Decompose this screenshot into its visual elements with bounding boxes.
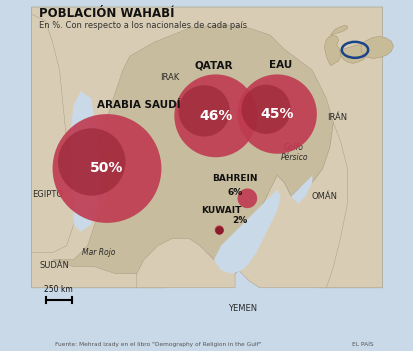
- Circle shape: [241, 85, 290, 134]
- Text: POBLACIÓN WAHABÍ: POBLACIÓN WAHABÍ: [38, 7, 173, 20]
- Circle shape: [237, 188, 256, 208]
- Text: 2%: 2%: [232, 216, 247, 225]
- Polygon shape: [330, 25, 347, 35]
- Circle shape: [237, 74, 316, 154]
- Text: IRÁN: IRÁN: [326, 113, 346, 122]
- Text: EGIPTO: EGIPTO: [32, 190, 63, 199]
- Text: BAHREIN: BAHREIN: [212, 174, 257, 183]
- Polygon shape: [52, 25, 332, 274]
- Polygon shape: [70, 91, 102, 232]
- Polygon shape: [360, 37, 392, 58]
- Circle shape: [52, 114, 161, 223]
- Text: IRAK: IRAK: [160, 73, 179, 82]
- Circle shape: [178, 85, 229, 137]
- Polygon shape: [214, 190, 280, 274]
- Circle shape: [58, 128, 125, 196]
- Polygon shape: [31, 14, 77, 253]
- Text: 250 km: 250 km: [44, 285, 73, 294]
- Text: Mar Rojo: Mar Rojo: [81, 247, 114, 257]
- Circle shape: [214, 225, 223, 234]
- Text: 45%: 45%: [260, 107, 293, 121]
- Polygon shape: [324, 35, 340, 66]
- Text: 46%: 46%: [199, 109, 232, 123]
- Polygon shape: [136, 239, 235, 288]
- Polygon shape: [284, 176, 311, 204]
- Text: Golfo
Pérsico: Golfo Pérsico: [280, 143, 307, 163]
- Text: OMÁN: OMÁN: [311, 192, 337, 201]
- Text: Fuente: Mehrad Izady en el libro "Demography of Religion in the Gulf": Fuente: Mehrad Izady en el libro "Demogr…: [55, 342, 261, 347]
- Polygon shape: [31, 7, 382, 288]
- Text: ARABIA SAUDÍ: ARABIA SAUDÍ: [97, 100, 180, 110]
- Text: YEMEN: YEMEN: [227, 304, 256, 313]
- Text: KUWAIT: KUWAIT: [200, 206, 241, 215]
- Text: EL PAÍS: EL PAÍS: [351, 342, 373, 347]
- Text: En %. Con respecto a los nacionales de cada país: En %. Con respecto a los nacionales de c…: [38, 21, 246, 30]
- Polygon shape: [235, 123, 347, 288]
- Text: QATAR: QATAR: [194, 60, 233, 70]
- Text: EAU: EAU: [268, 60, 292, 70]
- Text: 6%: 6%: [227, 188, 242, 198]
- Text: SUDÁN: SUDÁN: [39, 260, 69, 270]
- Text: 50%: 50%: [90, 161, 123, 176]
- Polygon shape: [340, 45, 368, 64]
- Circle shape: [174, 74, 256, 157]
